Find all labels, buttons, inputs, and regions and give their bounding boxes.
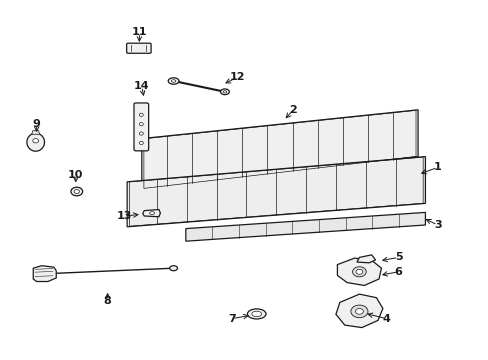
Ellipse shape: [33, 139, 39, 143]
Ellipse shape: [139, 113, 143, 117]
Ellipse shape: [223, 91, 226, 93]
Ellipse shape: [251, 311, 261, 317]
Ellipse shape: [139, 141, 143, 145]
Text: 13: 13: [117, 211, 132, 221]
FancyBboxPatch shape: [126, 43, 151, 53]
Ellipse shape: [74, 189, 79, 194]
Polygon shape: [127, 157, 425, 227]
Ellipse shape: [247, 309, 265, 319]
Ellipse shape: [168, 78, 179, 84]
Polygon shape: [337, 258, 381, 285]
Text: 9: 9: [33, 119, 41, 129]
Text: 10: 10: [68, 170, 83, 180]
Text: 3: 3: [433, 220, 441, 230]
Polygon shape: [335, 294, 382, 328]
Text: 7: 7: [228, 314, 236, 324]
Ellipse shape: [149, 212, 154, 215]
Text: 11: 11: [131, 27, 147, 37]
Polygon shape: [185, 212, 425, 241]
Ellipse shape: [71, 187, 82, 196]
Polygon shape: [356, 255, 375, 263]
Ellipse shape: [169, 266, 177, 271]
Text: 12: 12: [229, 72, 244, 82]
Polygon shape: [32, 131, 40, 134]
Polygon shape: [142, 210, 160, 217]
Text: 8: 8: [103, 296, 111, 306]
Text: 4: 4: [382, 314, 389, 324]
Text: 6: 6: [394, 267, 402, 277]
Text: 2: 2: [289, 105, 297, 115]
Ellipse shape: [355, 309, 363, 314]
Ellipse shape: [352, 267, 366, 277]
Ellipse shape: [220, 89, 229, 95]
Ellipse shape: [355, 269, 362, 274]
Polygon shape: [142, 110, 417, 189]
Ellipse shape: [350, 305, 367, 318]
Polygon shape: [33, 266, 56, 282]
Text: 14: 14: [134, 81, 149, 91]
Text: 5: 5: [394, 252, 402, 262]
Ellipse shape: [171, 80, 175, 82]
Ellipse shape: [139, 122, 143, 126]
Ellipse shape: [139, 132, 143, 135]
Polygon shape: [27, 133, 44, 151]
Text: 1: 1: [433, 162, 441, 172]
FancyBboxPatch shape: [134, 103, 148, 151]
